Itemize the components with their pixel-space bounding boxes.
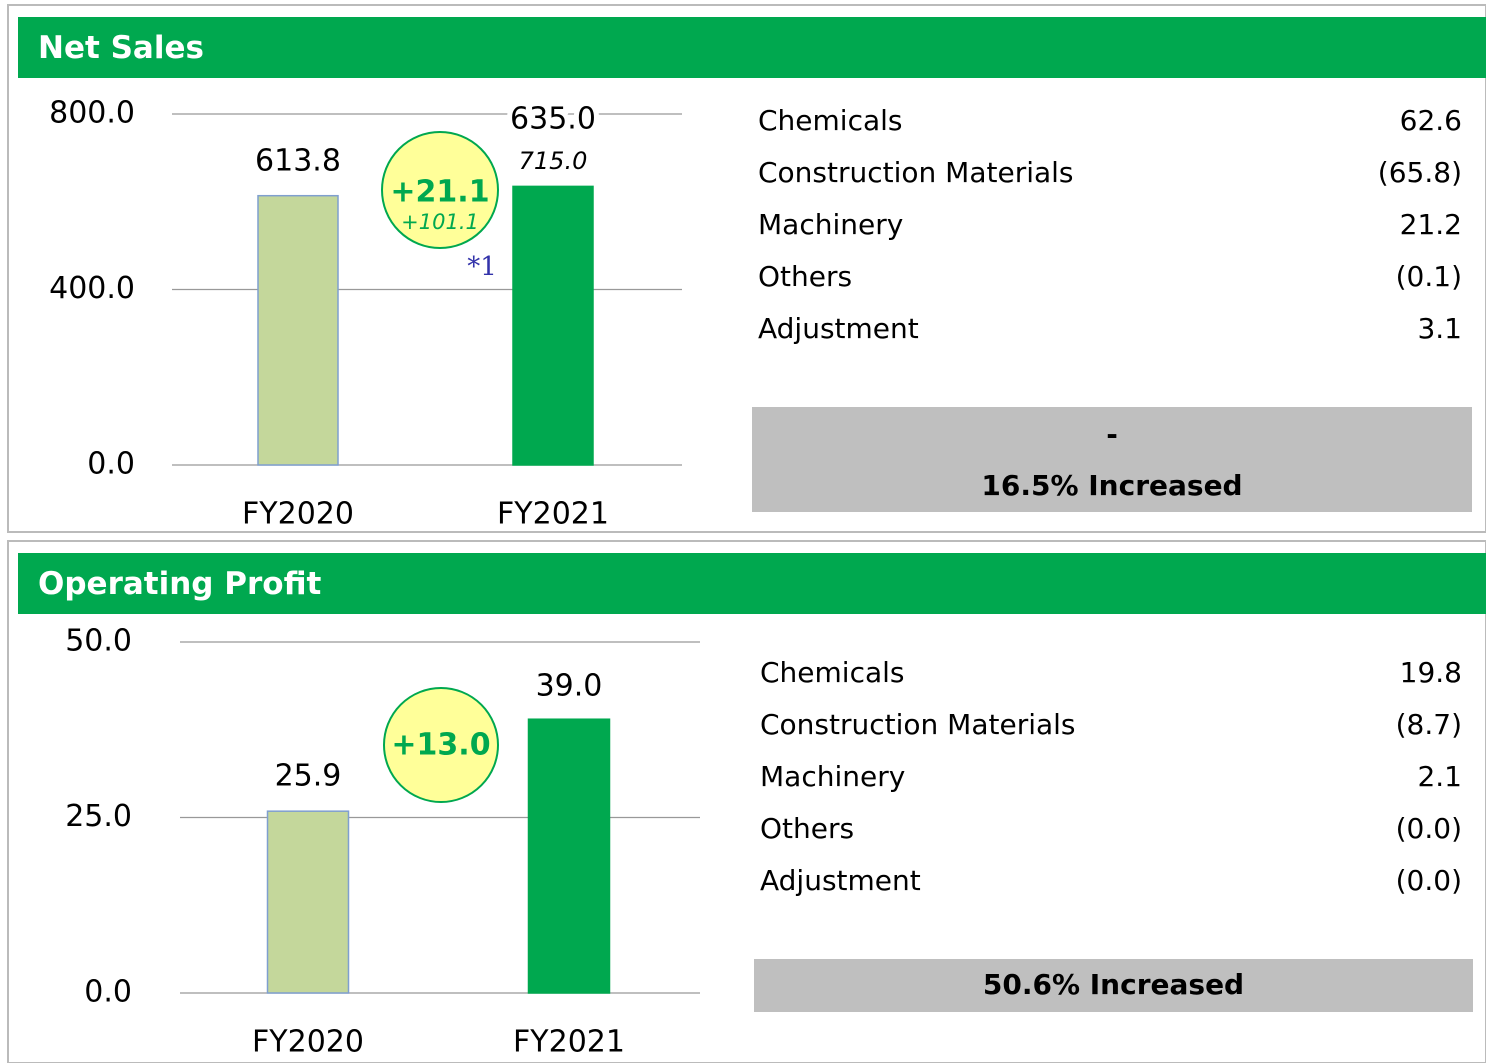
bar xyxy=(527,718,611,994)
summary-box xyxy=(754,959,1473,1012)
panel-header xyxy=(18,553,1486,614)
segment-name: Others xyxy=(760,812,854,845)
summary-text: 50.6% Increased xyxy=(983,968,1244,1001)
segment-name: Machinery xyxy=(758,208,903,241)
segment-name: Chemicals xyxy=(760,656,905,689)
y-tick-label: 800.0 xyxy=(49,96,135,131)
summary-text: - xyxy=(1106,418,1118,451)
x-tick-label: FY2021 xyxy=(497,497,609,532)
bar xyxy=(512,185,594,466)
x-tick-label: FY2020 xyxy=(252,1025,364,1060)
x-tick-label: FY2021 xyxy=(513,1025,625,1060)
segment-name: Chemicals xyxy=(758,104,903,137)
summary-text: 16.5% Increased xyxy=(981,469,1242,502)
panel-border xyxy=(7,540,1486,1063)
data-label: 635.0 xyxy=(510,102,596,137)
segment-value: (0.1) xyxy=(1396,260,1462,293)
x-tick-label: FY2020 xyxy=(242,497,354,532)
annotation: 715.0 xyxy=(519,147,588,175)
panel-border xyxy=(7,4,1486,533)
y-tick-label: 0.0 xyxy=(87,447,135,482)
segment-value: (0.0) xyxy=(1396,812,1462,845)
annotation: +13.0 xyxy=(391,728,490,763)
segment-name: Adjustment xyxy=(760,864,921,897)
annotation: +21.1 xyxy=(390,175,489,210)
y-tick-label: 400.0 xyxy=(49,271,135,306)
bar xyxy=(257,194,339,466)
summary-box xyxy=(752,407,1472,512)
panel-title: Operating Profit xyxy=(38,566,322,602)
y-tick-label: 25.0 xyxy=(65,799,132,834)
data-label: 25.9 xyxy=(275,759,342,794)
segment-name: Construction Materials xyxy=(758,156,1074,189)
panel-header xyxy=(18,17,1486,78)
segment-value: (8.7) xyxy=(1396,708,1462,741)
data-label: 613.8 xyxy=(255,144,341,179)
y-tick-label: 0.0 xyxy=(84,975,132,1010)
segment-name: Machinery xyxy=(760,760,905,793)
y-tick-label: 50.0 xyxy=(65,624,132,659)
segment-value: (0.0) xyxy=(1396,864,1462,897)
segment-value: 2.1 xyxy=(1417,760,1462,793)
segment-value: 19.8 xyxy=(1400,656,1462,689)
segment-value: 3.1 xyxy=(1417,312,1462,345)
change-badge xyxy=(383,687,499,803)
data-label: 39.0 xyxy=(536,669,603,704)
segment-name: Adjustment xyxy=(758,312,919,345)
segment-value: (65.8) xyxy=(1378,156,1462,189)
panel-title: Net Sales xyxy=(38,30,204,66)
bar xyxy=(266,810,350,994)
annotation: +101.1 xyxy=(401,210,479,234)
segment-value: 62.6 xyxy=(1400,104,1462,137)
segment-value: 21.2 xyxy=(1400,208,1462,241)
change-badge xyxy=(381,131,499,249)
segment-name: Others xyxy=(758,260,852,293)
annotation: *1 xyxy=(467,252,497,282)
segment-name: Construction Materials xyxy=(760,708,1076,741)
